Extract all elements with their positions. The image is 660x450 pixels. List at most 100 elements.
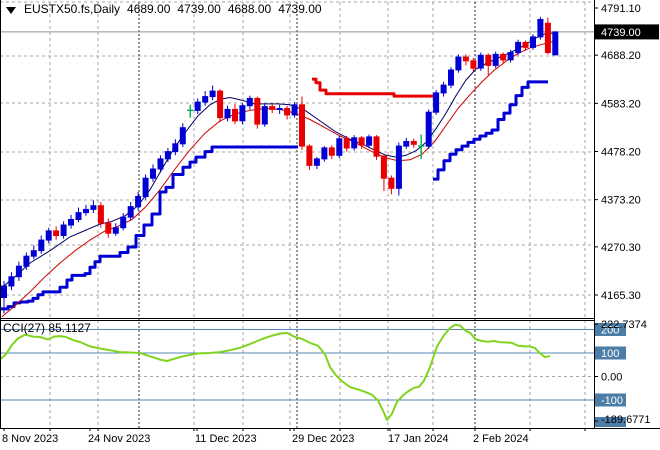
- indicator-name: CCI(27): [3, 321, 46, 335]
- candle: [448, 69, 454, 86]
- cci-level-label: 200: [601, 325, 619, 337]
- candle: [53, 230, 60, 236]
- candle: [194, 101, 201, 111]
- candle: [276, 108, 283, 110]
- price-axis-label: 4688.20: [601, 50, 641, 62]
- symbol-period-label: EUSTX50.fs,Daily: [24, 2, 121, 16]
- quote-low: 4688.00: [227, 2, 272, 16]
- candle: [127, 206, 134, 218]
- candle: [515, 41, 522, 54]
- cci-level-badge: [595, 393, 626, 407]
- candle: [530, 36, 536, 48]
- price-axis-label: 4791.10: [601, 3, 641, 15]
- candle: [395, 145, 402, 189]
- candle: [232, 108, 238, 122]
- indicator-value: 85.1127: [48, 321, 91, 335]
- candle: [455, 56, 462, 71]
- candle: [246, 97, 253, 107]
- candle: [209, 90, 216, 98]
- cci-level-badge: [595, 323, 626, 336]
- cci-line: [0, 323, 551, 421]
- candle: [373, 136, 380, 157]
- candles: [1, 16, 559, 314]
- candle: [291, 104, 298, 116]
- candle: [105, 222, 112, 234]
- price-axis-label: 4373.20: [601, 195, 641, 207]
- candle: [358, 137, 365, 146]
- candle: [112, 227, 119, 234]
- cci-axis-label: 0.00: [601, 372, 622, 384]
- ma-fast-line: [0, 32, 553, 290]
- candle: [552, 31, 559, 56]
- candle: [462, 56, 469, 62]
- quote-high: 4739.00: [177, 2, 221, 16]
- candle: [142, 177, 149, 197]
- candle: [68, 219, 74, 226]
- price-axis-label: 4583.20: [601, 98, 641, 110]
- candle: [299, 104, 305, 147]
- price-axis-label: 4270.30: [601, 242, 641, 254]
- candle: [261, 106, 268, 125]
- candle: [120, 216, 127, 229]
- candle: [239, 105, 246, 122]
- time-axis-label: 2 Feb 2024: [473, 433, 529, 445]
- candle: [97, 205, 104, 224]
- cci-axis-label: 222.7374: [601, 319, 647, 331]
- candle: [351, 137, 358, 149]
- candle: [60, 224, 67, 236]
- candle: [202, 96, 209, 103]
- candle: [164, 151, 171, 160]
- candle: [403, 141, 410, 147]
- cci-level-label: 100: [601, 348, 619, 360]
- candle: [410, 141, 417, 145]
- candle: [507, 52, 514, 61]
- candle: [425, 111, 432, 147]
- candle: [83, 208, 89, 214]
- candle: [157, 158, 164, 170]
- candle: [485, 54, 492, 66]
- candle: [45, 230, 52, 241]
- candle: [284, 108, 291, 116]
- symbol-dropdown-icon[interactable]: [6, 6, 16, 14]
- candle: [306, 145, 313, 166]
- candle: [470, 60, 477, 69]
- candle: [135, 196, 142, 208]
- cci-level-badge: [595, 346, 626, 360]
- candle: [75, 212, 82, 221]
- candle: [90, 205, 97, 210]
- price-axis-label: 4165.30: [601, 290, 641, 302]
- candle: [30, 250, 37, 257]
- candle: [254, 97, 261, 125]
- current-price-label: 4739.00: [601, 27, 641, 39]
- candle: [179, 127, 186, 145]
- candle: [477, 54, 484, 69]
- candle: [321, 147, 328, 160]
- candle: [23, 255, 30, 267]
- cci-axis-label: -189.6771: [601, 414, 651, 426]
- candle: [336, 138, 343, 156]
- candle: [313, 158, 320, 166]
- candle: [224, 108, 231, 119]
- candle: [343, 138, 350, 149]
- time-axis-label: 29 Dec 2023: [292, 433, 354, 445]
- candle: [15, 265, 22, 278]
- trail-stop-red: [312, 77, 438, 98]
- candle: [388, 177, 395, 189]
- candle: [440, 84, 447, 94]
- time-axis-label: 17 Jan 2024: [388, 433, 449, 445]
- time-axis-label: 11 Dec 2023: [195, 433, 257, 445]
- chart-title-bar: EUSTX50.fs,Daily 4689.00 4739.00 4688.00…: [4, 2, 322, 16]
- candle: [537, 19, 544, 38]
- time-axis-label: 8 Nov 2023: [2, 433, 58, 445]
- quote-close: 4739.00: [278, 2, 322, 16]
- price-axis-label: 4478.20: [601, 147, 641, 159]
- candle: [38, 239, 45, 252]
- candle: [8, 276, 15, 287]
- candle: [500, 53, 507, 61]
- time-axis-label: 24 Nov 2023: [88, 433, 150, 445]
- candle: [328, 147, 335, 156]
- candle: [433, 92, 440, 113]
- trail-stop-blue: [0, 145, 298, 311]
- candle: [544, 22, 551, 54]
